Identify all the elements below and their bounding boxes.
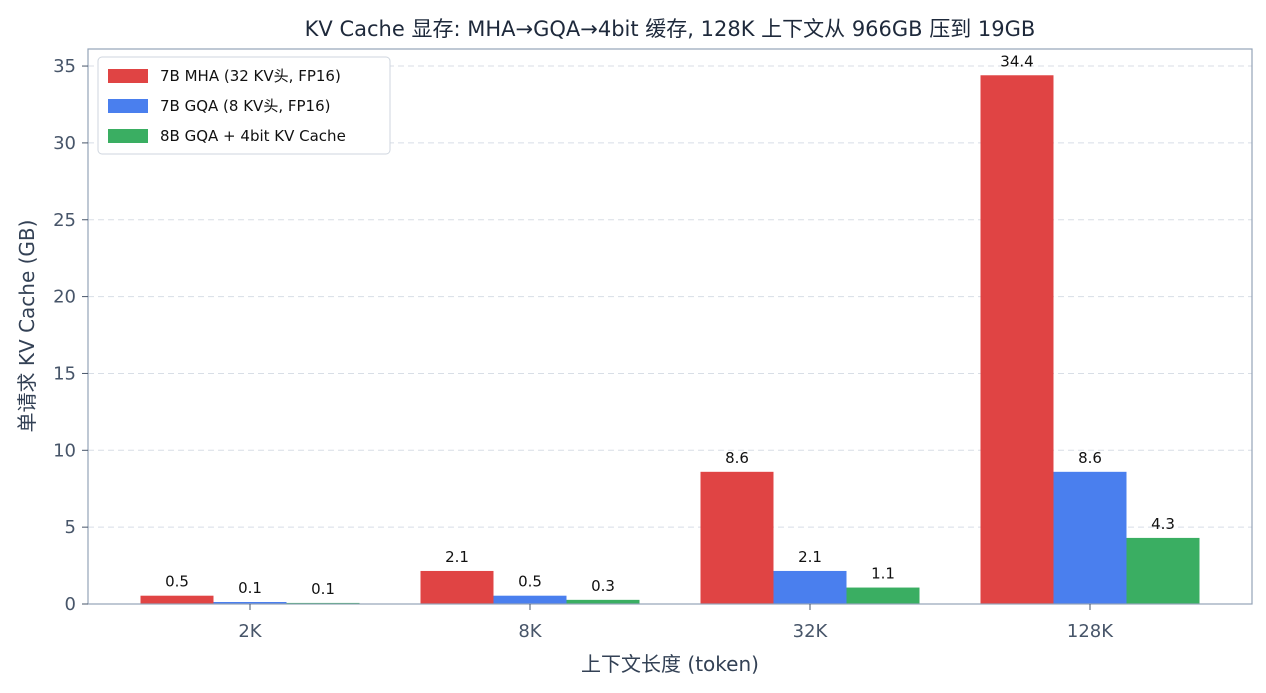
bar bbox=[1126, 537, 1200, 604]
bar bbox=[420, 570, 494, 604]
bar bbox=[493, 595, 567, 604]
plot-frame bbox=[87, 48, 1253, 605]
data-label: 0.1 bbox=[238, 579, 262, 597]
y-tick-label: 20 bbox=[53, 287, 76, 308]
legend-label: 7B GQA (8 KV头, FP16) bbox=[160, 97, 330, 115]
y-tick-label: 35 bbox=[53, 56, 76, 77]
x-tick-label: 8K bbox=[518, 621, 542, 642]
x-axis-label: 上下文长度 (token) bbox=[581, 652, 759, 676]
data-label: 2.1 bbox=[798, 548, 822, 566]
data-label: 8.6 bbox=[725, 449, 749, 467]
y-tick-label: 10 bbox=[53, 440, 76, 461]
bar bbox=[846, 587, 920, 604]
data-label: 0.5 bbox=[518, 573, 542, 591]
x-tick-label: 2K bbox=[238, 621, 262, 642]
bar bbox=[1053, 471, 1127, 604]
data-labels-group: 0.5 2.1 8.6 34.4 0.1 0.5 2.1 8.6 0.1 0.3 1.1 4.3 bbox=[165, 52, 1175, 598]
legend-swatch bbox=[108, 99, 148, 113]
data-label: 8.6 bbox=[1078, 449, 1102, 467]
legend-label: 7B MHA (32 KV头, FP16) bbox=[160, 67, 341, 85]
x-tick-label: 128K bbox=[1067, 621, 1114, 642]
chart-title: KV Cache 显存: MHA→GQA→4bit 缓存, 128K 上下文从 … bbox=[305, 17, 1036, 41]
bar bbox=[773, 570, 847, 604]
data-label: 4.3 bbox=[1151, 515, 1175, 533]
bar bbox=[700, 471, 774, 604]
data-label: 1.1 bbox=[871, 565, 895, 583]
data-label: 0.5 bbox=[165, 573, 189, 591]
bar bbox=[140, 595, 214, 604]
y-tick-label: 0 bbox=[65, 594, 76, 615]
legend-swatch bbox=[108, 129, 148, 143]
bars-group bbox=[140, 75, 1200, 605]
x-axis-ticks: 2K 8K 32K 128K bbox=[238, 604, 1114, 642]
legend: 7B MHA (32 KV头, FP16) 7B GQA (8 KV头, FP16… bbox=[97, 56, 391, 155]
y-tick-label: 5 bbox=[65, 517, 76, 538]
x-tick-label: 32K bbox=[793, 621, 829, 642]
y-tick-label: 30 bbox=[53, 133, 76, 154]
bar bbox=[566, 599, 640, 604]
legend-box bbox=[97, 56, 391, 155]
y-axis-ticks: 0 5 10 15 20 25 30 35 bbox=[53, 56, 88, 615]
bar bbox=[980, 75, 1054, 605]
y-tick-label: 15 bbox=[53, 363, 76, 384]
legend-swatch bbox=[108, 69, 148, 83]
data-label: 0.3 bbox=[591, 577, 615, 595]
data-label: 0.1 bbox=[311, 580, 335, 598]
y-axis-label: 单请求 KV Cache (GB) bbox=[15, 220, 39, 433]
legend-label: 8B GQA + 4bit KV Cache bbox=[160, 127, 346, 145]
y-tick-label: 25 bbox=[53, 210, 76, 231]
data-label: 2.1 bbox=[445, 548, 469, 566]
data-label: 34.4 bbox=[1000, 52, 1033, 70]
bar bbox=[213, 602, 287, 604]
